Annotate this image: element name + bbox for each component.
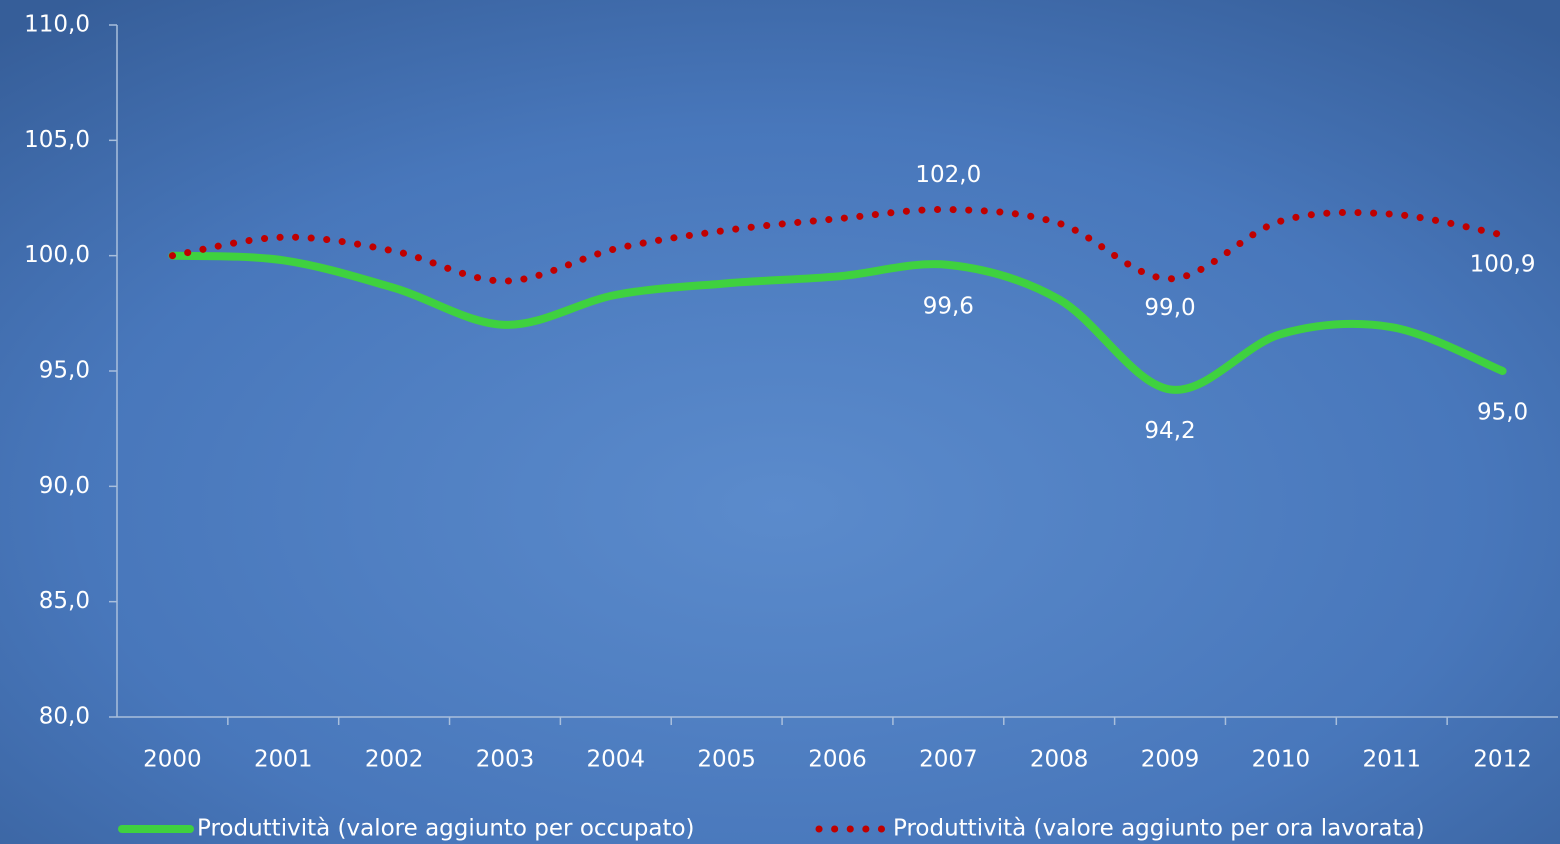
y-tick-label: 85,0 bbox=[39, 588, 90, 614]
y-tick-label: 100,0 bbox=[24, 242, 90, 268]
data-label: 95,0 bbox=[1477, 400, 1528, 426]
data-label: 99,6 bbox=[923, 293, 974, 319]
data-label: 94,2 bbox=[1144, 418, 1195, 444]
series-line bbox=[168, 251, 1507, 394]
series-line bbox=[168, 205, 1507, 285]
data-label: 102,0 bbox=[915, 162, 981, 188]
legend-label: Produttività (valore aggiunto per ora la… bbox=[893, 816, 1425, 842]
data-label: 99,0 bbox=[1144, 295, 1195, 321]
x-tick-label: 2001 bbox=[254, 747, 313, 773]
y-tick-label: 95,0 bbox=[39, 358, 90, 384]
x-tick-label: 2006 bbox=[808, 747, 867, 773]
legend-label: Produttività (valore aggiunto per occupa… bbox=[197, 816, 695, 842]
x-tick-label: 2008 bbox=[1030, 747, 1089, 773]
x-tick-label: 2005 bbox=[697, 747, 756, 773]
x-tick-label: 2010 bbox=[1252, 747, 1311, 773]
x-tick-label: 2007 bbox=[919, 747, 978, 773]
data-label: 100,9 bbox=[1470, 251, 1536, 277]
x-tick-label: 2002 bbox=[365, 747, 424, 773]
x-tick-label: 2009 bbox=[1141, 747, 1200, 773]
x-tick-label: 2003 bbox=[476, 747, 535, 773]
x-tick-label: 2004 bbox=[587, 747, 646, 773]
x-tick-label: 2012 bbox=[1473, 747, 1532, 773]
y-tick-label: 90,0 bbox=[39, 473, 90, 499]
y-tick-label: 80,0 bbox=[39, 704, 90, 730]
y-tick-label: 110,0 bbox=[24, 12, 90, 38]
x-tick-label: 2000 bbox=[143, 747, 202, 773]
x-tick-label: 2011 bbox=[1362, 747, 1421, 773]
y-tick-label: 105,0 bbox=[24, 127, 90, 153]
